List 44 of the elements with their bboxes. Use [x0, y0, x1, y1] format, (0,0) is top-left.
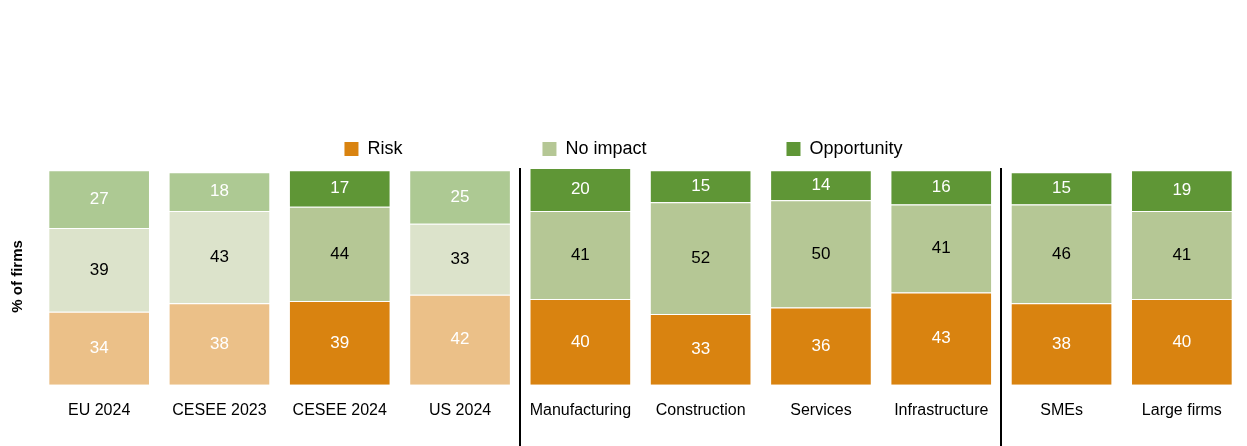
data-label: 36 — [811, 335, 831, 355]
x-tick-label: Large firms — [1141, 400, 1222, 418]
data-label: 39 — [89, 259, 109, 279]
legend-label: Risk — [367, 137, 404, 158]
data-label: 42 — [450, 329, 470, 349]
data-label: 27 — [89, 188, 109, 208]
data-label: 34 — [89, 338, 109, 357]
data-label: 43 — [209, 246, 229, 266]
data-label: 41 — [931, 238, 951, 258]
data-label: 38 — [1052, 333, 1072, 353]
data-label: 40 — [570, 331, 590, 351]
x-tick-label: CESEE 2023 — [172, 400, 267, 418]
data-label: 19 — [1172, 180, 1192, 200]
x-tick-label: CESEE 2024 — [292, 400, 387, 418]
data-label: 40 — [1172, 331, 1192, 351]
data-label: 14 — [811, 174, 831, 194]
data-label: 43 — [931, 328, 951, 348]
x-tick-label: Infrastructure — [894, 400, 989, 418]
data-label: 52 — [691, 247, 711, 267]
data-label: 41 — [570, 244, 590, 264]
data-label: 15 — [691, 175, 711, 195]
x-tick-label: Manufacturing — [529, 400, 632, 418]
data-label: 17 — [330, 178, 350, 198]
y-axis-title: % of firms — [8, 240, 26, 313]
data-label: 16 — [931, 177, 951, 197]
data-label: 20 — [570, 179, 590, 199]
x-tick-label: EU 2024 — [68, 400, 131, 418]
data-label: 25 — [450, 186, 470, 206]
x-tick-label: SMEs — [1040, 400, 1083, 418]
x-tick-label: Services — [790, 400, 852, 418]
data-label: 50 — [811, 243, 831, 263]
legend-label: No impact — [565, 137, 647, 158]
data-label: 44 — [330, 243, 350, 263]
data-label: 38 — [209, 333, 229, 353]
x-tick-label: US 2024 — [428, 400, 492, 418]
x-tick-label: Construction — [655, 400, 746, 418]
data-label: 33 — [691, 339, 711, 359]
data-label: 15 — [1052, 178, 1072, 198]
legend-label: Opportunity — [809, 137, 903, 158]
data-label: 39 — [330, 332, 350, 352]
data-label: 33 — [450, 248, 470, 268]
data-label: 18 — [209, 181, 229, 201]
data-label: 41 — [1172, 244, 1192, 264]
data-label: 46 — [1052, 243, 1072, 263]
